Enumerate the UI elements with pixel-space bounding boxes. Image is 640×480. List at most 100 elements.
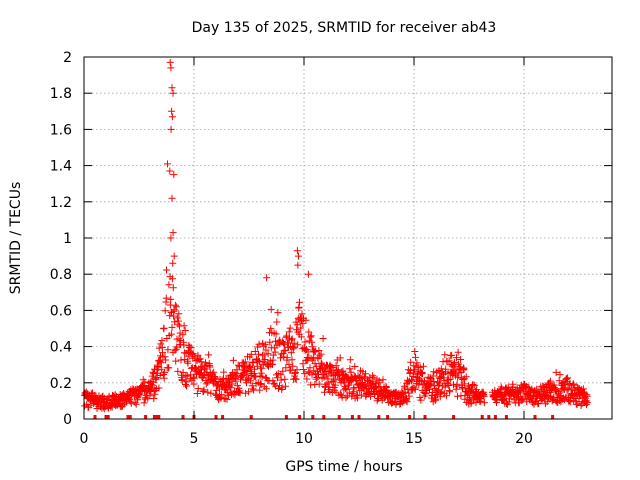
data-point [197, 358, 205, 366]
data-point [247, 377, 255, 385]
y-axis-label: SRMTID / TECUs [8, 182, 24, 295]
data-point [168, 275, 176, 283]
data-point [471, 381, 479, 389]
data-point [225, 376, 233, 384]
x-tick-label: 15 [405, 431, 423, 447]
y-tick-label: 0.2 [50, 376, 72, 392]
data-point [352, 377, 360, 385]
data-point [564, 385, 572, 393]
data-point [346, 365, 354, 373]
data-point [194, 351, 202, 359]
data-point [256, 386, 264, 394]
data-point [307, 332, 315, 340]
data-point [295, 252, 302, 260]
data-point [161, 353, 169, 361]
data-point [308, 371, 316, 379]
data-point [269, 351, 277, 359]
data-point [403, 398, 411, 406]
data-point [306, 333, 314, 341]
data-point [235, 388, 243, 396]
data-point [442, 392, 450, 400]
data-point [429, 372, 437, 380]
data-point [274, 309, 282, 317]
data-point [287, 366, 295, 374]
data-point [315, 347, 323, 354]
data-point [262, 385, 270, 393]
data-point [155, 344, 163, 352]
data-point [223, 395, 231, 403]
data-point [442, 365, 450, 373]
data-point [453, 354, 460, 362]
data-point [100, 394, 108, 402]
data-point [407, 358, 415, 366]
data-point [301, 370, 309, 378]
data-point [167, 64, 175, 72]
data-point [251, 365, 258, 373]
data-point [277, 354, 284, 362]
data-point [283, 354, 291, 362]
data-point [411, 366, 418, 374]
data-point [164, 346, 172, 354]
data-point [258, 364, 266, 372]
data-point [169, 284, 177, 292]
data-point [405, 392, 413, 400]
data-point [346, 356, 354, 364]
y-tick-label: 0 [63, 412, 72, 428]
data-point [299, 320, 307, 328]
data-point [163, 266, 170, 274]
x-tick-label: 5 [190, 431, 199, 447]
data-point [286, 324, 294, 332]
data-point [225, 391, 232, 399]
data-point [370, 374, 378, 382]
data-point [174, 317, 182, 325]
data-point [570, 381, 578, 389]
data-point [288, 356, 296, 364]
data-point [220, 368, 228, 376]
data-point [308, 338, 316, 346]
data-point [318, 374, 326, 382]
data-point [417, 396, 425, 404]
data-point [564, 374, 572, 382]
data-point [304, 368, 312, 376]
data-point [265, 360, 273, 368]
data-point [168, 84, 176, 92]
data-point [411, 385, 419, 393]
data-point [227, 384, 235, 392]
data-point [460, 365, 468, 373]
data-point [179, 331, 187, 339]
x-axis-label: GPS time / hours [285, 459, 402, 475]
data-point [165, 281, 173, 289]
data-point [173, 314, 181, 322]
y-tick-label: 0.6 [50, 303, 72, 319]
data-point [451, 366, 459, 374]
data-point [229, 356, 237, 364]
y-tick-label: 1.8 [50, 86, 72, 102]
x-tick-label: 0 [80, 431, 89, 447]
data-point [141, 378, 149, 386]
data-point [264, 350, 272, 358]
data-point [255, 350, 262, 358]
data-point [192, 364, 199, 372]
data-point [168, 323, 176, 331]
data-point [454, 348, 462, 356]
data-point [583, 392, 591, 400]
data-point [312, 375, 320, 383]
data-point [243, 379, 250, 387]
data-point [200, 386, 208, 394]
data-point [127, 399, 135, 407]
data-point [182, 372, 190, 380]
data-point [161, 368, 169, 376]
data-point [437, 389, 445, 397]
data-point [287, 349, 295, 357]
data-point [132, 400, 140, 408]
data-point [161, 307, 169, 315]
data-point [187, 344, 195, 352]
data-point [273, 318, 281, 326]
chart-title: Day 135 of 2025, SRMTID for receiver ab4… [192, 20, 497, 36]
data-point [454, 373, 462, 381]
data-point [167, 125, 175, 133]
data-point [181, 327, 189, 334]
data-point [146, 392, 154, 400]
data-point [140, 399, 148, 407]
data-point [411, 348, 419, 355]
